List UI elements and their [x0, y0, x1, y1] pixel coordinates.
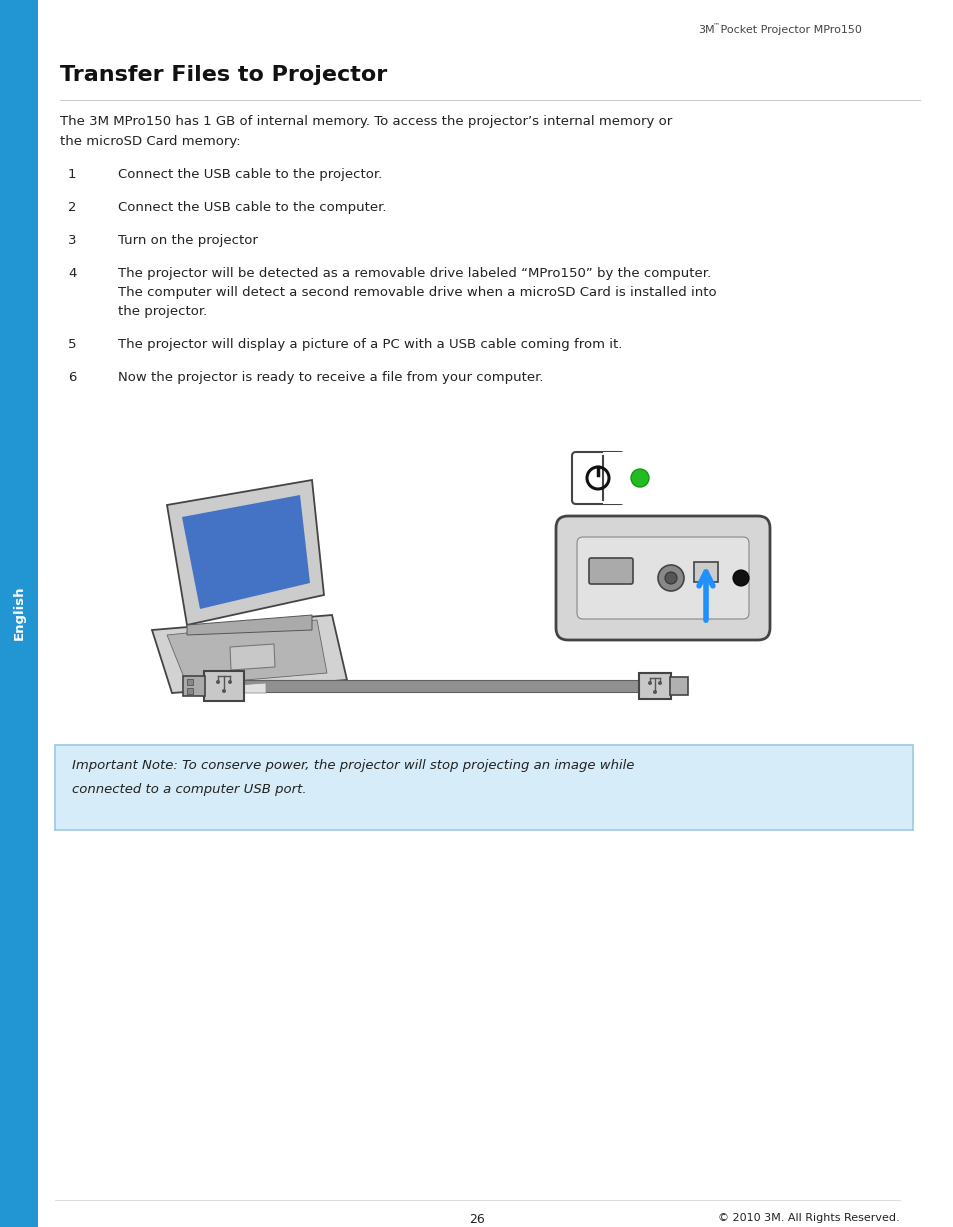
Text: 3: 3 — [68, 234, 76, 247]
FancyBboxPatch shape — [556, 517, 769, 640]
Text: English: English — [12, 585, 26, 640]
Text: 1: 1 — [68, 168, 76, 182]
FancyBboxPatch shape — [669, 677, 687, 694]
Text: 5: 5 — [68, 337, 76, 351]
Polygon shape — [230, 644, 274, 670]
Text: Connect the USB cable to the projector.: Connect the USB cable to the projector. — [118, 168, 382, 182]
Polygon shape — [182, 494, 310, 609]
Text: ™: ™ — [712, 22, 720, 28]
Text: 6: 6 — [68, 371, 76, 384]
Circle shape — [732, 571, 748, 587]
Text: 2: 2 — [68, 201, 76, 213]
Circle shape — [664, 572, 677, 584]
FancyBboxPatch shape — [0, 0, 38, 1227]
Polygon shape — [237, 683, 266, 693]
Text: Important Note: To conserve power, the projector will stop projecting an image w: Important Note: To conserve power, the p… — [71, 760, 634, 772]
Text: 4: 4 — [68, 267, 76, 280]
FancyBboxPatch shape — [572, 452, 623, 504]
FancyBboxPatch shape — [183, 676, 205, 696]
FancyBboxPatch shape — [577, 537, 748, 618]
Circle shape — [647, 681, 651, 685]
FancyBboxPatch shape — [602, 452, 633, 504]
FancyBboxPatch shape — [693, 562, 718, 582]
Polygon shape — [167, 480, 324, 625]
Text: the projector.: the projector. — [118, 306, 207, 318]
Text: Now the projector is ready to receive a file from your computer.: Now the projector is ready to receive a … — [118, 371, 543, 384]
Text: The 3M MPro150 has 1 GB of internal memory. To access the projector’s internal m: The 3M MPro150 has 1 GB of internal memo… — [60, 115, 672, 128]
Polygon shape — [243, 680, 639, 692]
Circle shape — [215, 680, 220, 683]
Text: Transfer Files to Projector: Transfer Files to Projector — [60, 65, 387, 85]
Circle shape — [652, 690, 657, 694]
Text: Connect the USB cable to the computer.: Connect the USB cable to the computer. — [118, 201, 386, 213]
FancyBboxPatch shape — [55, 745, 912, 829]
FancyBboxPatch shape — [187, 679, 193, 685]
Circle shape — [658, 681, 661, 685]
FancyBboxPatch shape — [204, 671, 244, 701]
Text: © 2010 3M. All Rights Reserved.: © 2010 3M. All Rights Reserved. — [718, 1214, 899, 1223]
Text: The projector will display a picture of a PC with a USB cable coming from it.: The projector will display a picture of … — [118, 337, 621, 351]
Circle shape — [658, 564, 683, 591]
FancyBboxPatch shape — [639, 672, 670, 699]
Polygon shape — [167, 620, 327, 685]
Polygon shape — [152, 615, 347, 693]
Circle shape — [630, 469, 648, 487]
FancyBboxPatch shape — [187, 688, 193, 694]
Text: connected to a computer USB port.: connected to a computer USB port. — [71, 783, 306, 796]
Text: 3M: 3M — [698, 25, 714, 36]
Polygon shape — [187, 615, 312, 636]
Circle shape — [222, 690, 226, 693]
Text: 26: 26 — [469, 1214, 484, 1226]
Text: Turn on the projector: Turn on the projector — [118, 234, 257, 247]
Text: Pocket Projector MPro150: Pocket Projector MPro150 — [717, 25, 861, 36]
FancyBboxPatch shape — [588, 558, 633, 584]
Text: The projector will be detected as a removable drive labeled “MPro150” by the com: The projector will be detected as a remo… — [118, 267, 710, 280]
Text: The computer will detect a second removable drive when a microSD Card is install: The computer will detect a second remova… — [118, 286, 716, 299]
Circle shape — [228, 680, 232, 683]
Text: the microSD Card memory:: the microSD Card memory: — [60, 135, 240, 148]
